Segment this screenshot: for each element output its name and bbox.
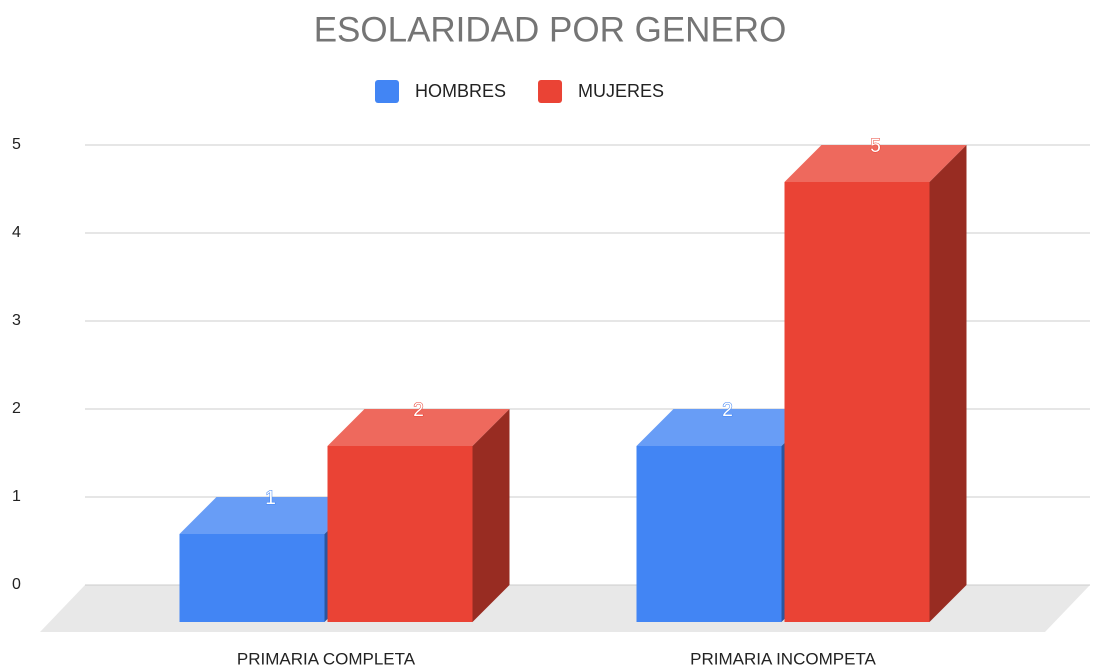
legend-label: MUJERES	[578, 81, 664, 101]
x-tick-label: PRIMARIA INCOMPETA	[690, 649, 876, 668]
value-label: 2	[413, 400, 424, 421]
bar-top	[784, 145, 967, 182]
y-tick-label: 1	[12, 488, 21, 505]
legend-swatch	[375, 80, 399, 103]
chart-title: ESOLARIDAD POR GENERO	[314, 10, 787, 49]
bar-side	[472, 409, 510, 622]
x-tick-label: PRIMARIA COMPLETA	[237, 649, 416, 668]
y-tick-label: 0	[12, 576, 21, 593]
value-label: 2	[722, 400, 733, 421]
value-label: 5	[870, 136, 881, 157]
bar	[179, 534, 325, 622]
y-tick-label: 4	[12, 224, 21, 241]
y-tick-label: 2	[12, 400, 21, 417]
value-label: 1	[265, 488, 276, 509]
bar-top	[179, 497, 362, 534]
bar-top	[327, 409, 510, 446]
bar-side	[929, 145, 967, 622]
bar	[784, 182, 930, 622]
y-tick-label: 5	[12, 136, 21, 153]
legend-label: HOMBRES	[415, 81, 506, 101]
bar-top	[636, 409, 819, 446]
bar	[636, 446, 782, 622]
legend-swatch	[538, 80, 563, 103]
y-tick-label: 3	[12, 312, 21, 329]
bar	[327, 446, 473, 622]
